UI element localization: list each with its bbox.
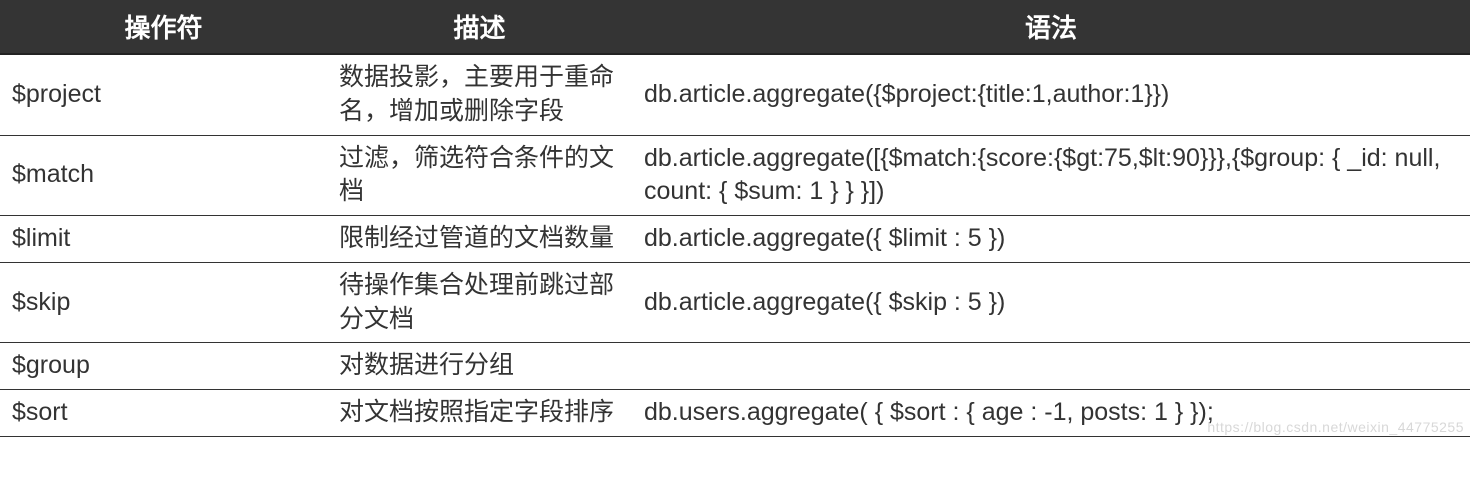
operators-table: 操作符 描述 语法 $project 数据投影，主要用于重命名，增加或删除字段 … [0,0,1470,437]
cell-syntax [632,343,1470,390]
col-header-description: 描述 [327,0,632,54]
cell-description: 待操作集合处理前跳过部分文档 [327,262,632,343]
cell-syntax: db.article.aggregate({ $skip : 5 }) [632,262,1470,343]
cell-syntax: db.users.aggregate( { $sort : { age : -1… [632,390,1470,437]
cell-syntax: db.article.aggregate([{$match:{score:{$g… [632,135,1470,216]
cell-operator: $sort [0,390,327,437]
col-header-operator: 操作符 [0,0,327,54]
table-row: $limit 限制经过管道的文档数量 db.article.aggregate(… [0,216,1470,263]
cell-operator: $limit [0,216,327,263]
col-header-syntax: 语法 [632,0,1470,54]
cell-operator: $skip [0,262,327,343]
cell-syntax: db.article.aggregate({ $limit : 5 }) [632,216,1470,263]
table-row: $skip 待操作集合处理前跳过部分文档 db.article.aggregat… [0,262,1470,343]
cell-operator: $group [0,343,327,390]
cell-operator: $match [0,135,327,216]
cell-description: 过滤，筛选符合条件的文档 [327,135,632,216]
cell-description: 限制经过管道的文档数量 [327,216,632,263]
table-row: $project 数据投影，主要用于重命名，增加或删除字段 db.article… [0,54,1470,135]
cell-description: 数据投影，主要用于重命名，增加或删除字段 [327,54,632,135]
table-row: $sort 对文档按照指定字段排序 db.users.aggregate( { … [0,390,1470,437]
cell-description: 对数据进行分组 [327,343,632,390]
table-row: $match 过滤，筛选符合条件的文档 db.article.aggregate… [0,135,1470,216]
cell-operator: $project [0,54,327,135]
table-row: $group 对数据进行分组 [0,343,1470,390]
cell-syntax: db.article.aggregate({$project:{title:1,… [632,54,1470,135]
table-header-row: 操作符 描述 语法 [0,0,1470,54]
cell-description: 对文档按照指定字段排序 [327,390,632,437]
